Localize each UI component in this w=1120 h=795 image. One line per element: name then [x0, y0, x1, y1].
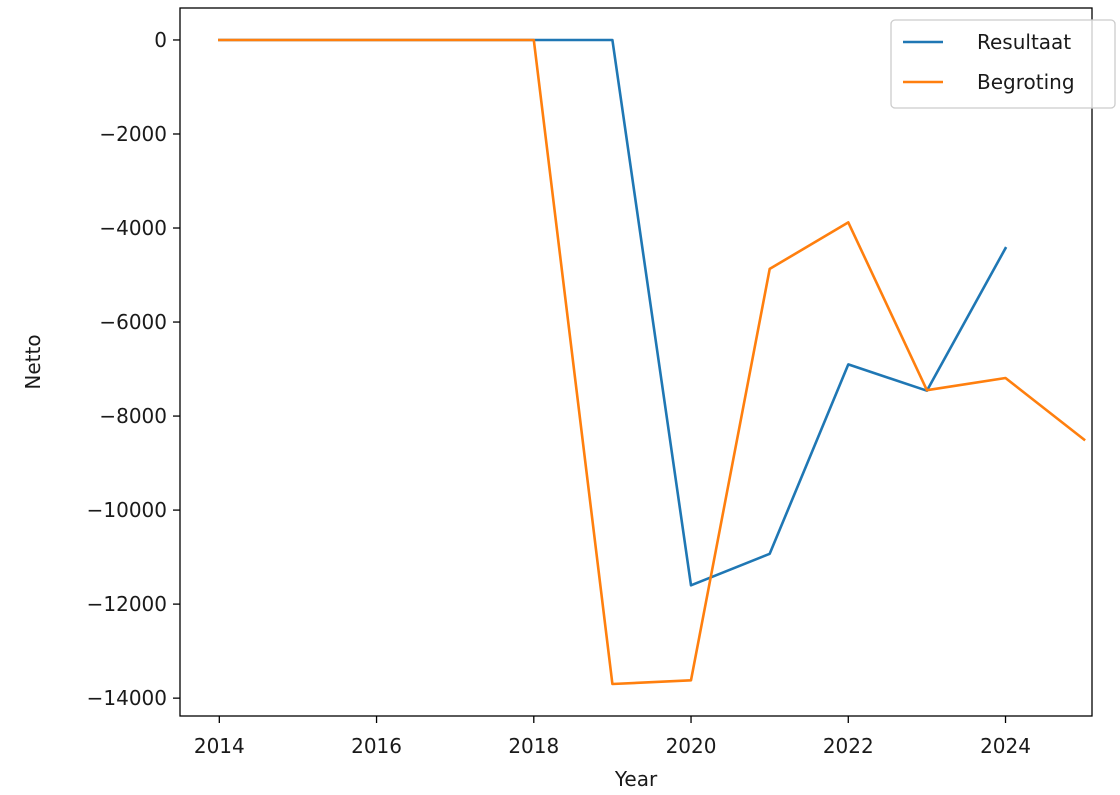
legend-box [890, 19, 1116, 109]
legend-label-begroting: Begroting [977, 70, 1075, 94]
y-tick-label: −2000 [99, 122, 167, 146]
y-axis-ticks: 0 −2000 −4000 −6000 −8000 −10000 −12000 −14000 [87, 28, 180, 710]
series-line-resultaat [218, 38, 1008, 587]
x-axis-label: Year [614, 767, 658, 791]
plot-frame [179, 7, 1093, 717]
legend-label-resultaat: Resultaat [977, 30, 1071, 54]
x-tick-label: 2014 [194, 734, 245, 758]
x-tick-label: 2022 [823, 734, 874, 758]
legend: Resultaat Begroting [890, 19, 1116, 109]
y-tick-label: −12000 [87, 592, 167, 616]
x-tick-label: 2024 [980, 734, 1031, 758]
plot-lines [218, 38, 1086, 686]
y-tick-label: −8000 [99, 404, 167, 428]
y-axis-label: Netto [21, 334, 45, 389]
y-tick-label: −14000 [87, 686, 167, 710]
x-tick-label: 2020 [666, 734, 717, 758]
y-tick-label: −6000 [99, 310, 167, 334]
series-line-begroting [218, 38, 1086, 686]
x-tick-label: 2016 [351, 734, 402, 758]
y-tick-label: −4000 [99, 216, 167, 240]
y-tick-label: −10000 [87, 498, 167, 522]
x-axis-ticks: 2014 2016 2018 2020 2022 2024 [194, 716, 1031, 758]
y-tick-label: 0 [154, 28, 167, 52]
x-tick-label: 2018 [508, 734, 559, 758]
